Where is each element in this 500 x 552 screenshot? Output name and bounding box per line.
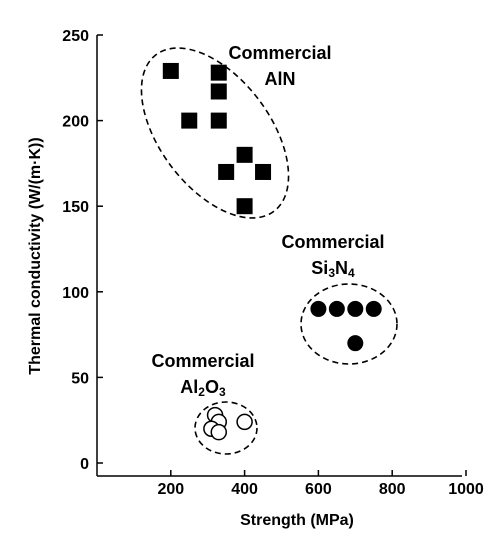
y-tick-label: 250 — [62, 28, 89, 45]
cluster-outlines — [140, 47, 398, 455]
subscript: 3 — [328, 266, 335, 280]
aln-square-point — [210, 112, 227, 129]
y-ticks: 0 50 100 150 200 250 — [62, 28, 103, 473]
data-points — [162, 62, 382, 441]
y-tick-label: 100 — [62, 285, 89, 302]
annotations: CommercialAlNCommercialSi3N4CommercialAl… — [151, 43, 384, 399]
formula-text: O — [205, 377, 219, 397]
y-tick-label: 200 — [62, 114, 89, 131]
si3n4-circle-point — [365, 300, 382, 317]
annotation-line2: Al2O3 — [180, 377, 226, 399]
x-axis-label: Strength (MPa) — [240, 512, 354, 529]
cluster-outline-2 — [300, 283, 398, 365]
aln-square-point — [218, 163, 235, 180]
aln-square-point — [255, 163, 272, 180]
y-tick-label: 50 — [71, 370, 89, 387]
annotation-3: Commercial Al2O3 — [151, 351, 254, 399]
formula-text: Si — [311, 258, 328, 278]
x-tick-label: 400 — [231, 481, 258, 498]
al2o3-open-circle-point — [210, 423, 228, 441]
cluster-outline-1 — [140, 47, 290, 219]
formula-text: AlN — [265, 69, 296, 89]
annotation-line1: Commercial — [151, 351, 254, 371]
al2o3-open-circle-point — [236, 413, 253, 431]
annotation-1: Commercial AlN — [228, 43, 331, 89]
y-tick-label: 150 — [62, 199, 89, 216]
si3n4-circle-point — [347, 300, 364, 317]
aln-square-point — [236, 146, 253, 163]
formula-text: N — [335, 258, 348, 278]
annotation-line1: Commercial — [228, 43, 331, 63]
y-axis-label: Thermal conductivity (W/(m·K)) — [27, 137, 44, 374]
aln-square-point — [162, 62, 179, 79]
si3n4-circle-point — [328, 300, 345, 317]
x-tick-label: 1000 — [448, 481, 484, 498]
y-tick-label: 0 — [80, 456, 89, 473]
axes — [96, 35, 462, 477]
si3n4-circle-point — [347, 335, 364, 352]
x-tick-label: 800 — [379, 481, 406, 498]
subscript: 2 — [198, 385, 205, 399]
aln-square-point — [210, 64, 227, 81]
annotation-line2: Si3N4 — [311, 258, 355, 280]
subscript: 4 — [348, 266, 355, 280]
annotation-line2: AlN — [265, 69, 296, 89]
x-tick-label: 600 — [305, 481, 332, 498]
aln-square-point — [236, 198, 253, 215]
subscript: 3 — [219, 385, 226, 399]
formula-text: Al — [180, 377, 198, 397]
si3n4-circle-point — [310, 300, 327, 317]
aln-square-point — [181, 112, 198, 129]
cluster-outline-3 — [194, 401, 258, 455]
x-tick-label: 200 — [157, 481, 184, 498]
annotation-line1: Commercial — [281, 232, 384, 252]
aln-square-point — [210, 83, 227, 100]
annotation-2: Commercial Si3N4 — [281, 232, 384, 280]
x-ticks: 200 400 600 800 1000 — [157, 470, 484, 498]
